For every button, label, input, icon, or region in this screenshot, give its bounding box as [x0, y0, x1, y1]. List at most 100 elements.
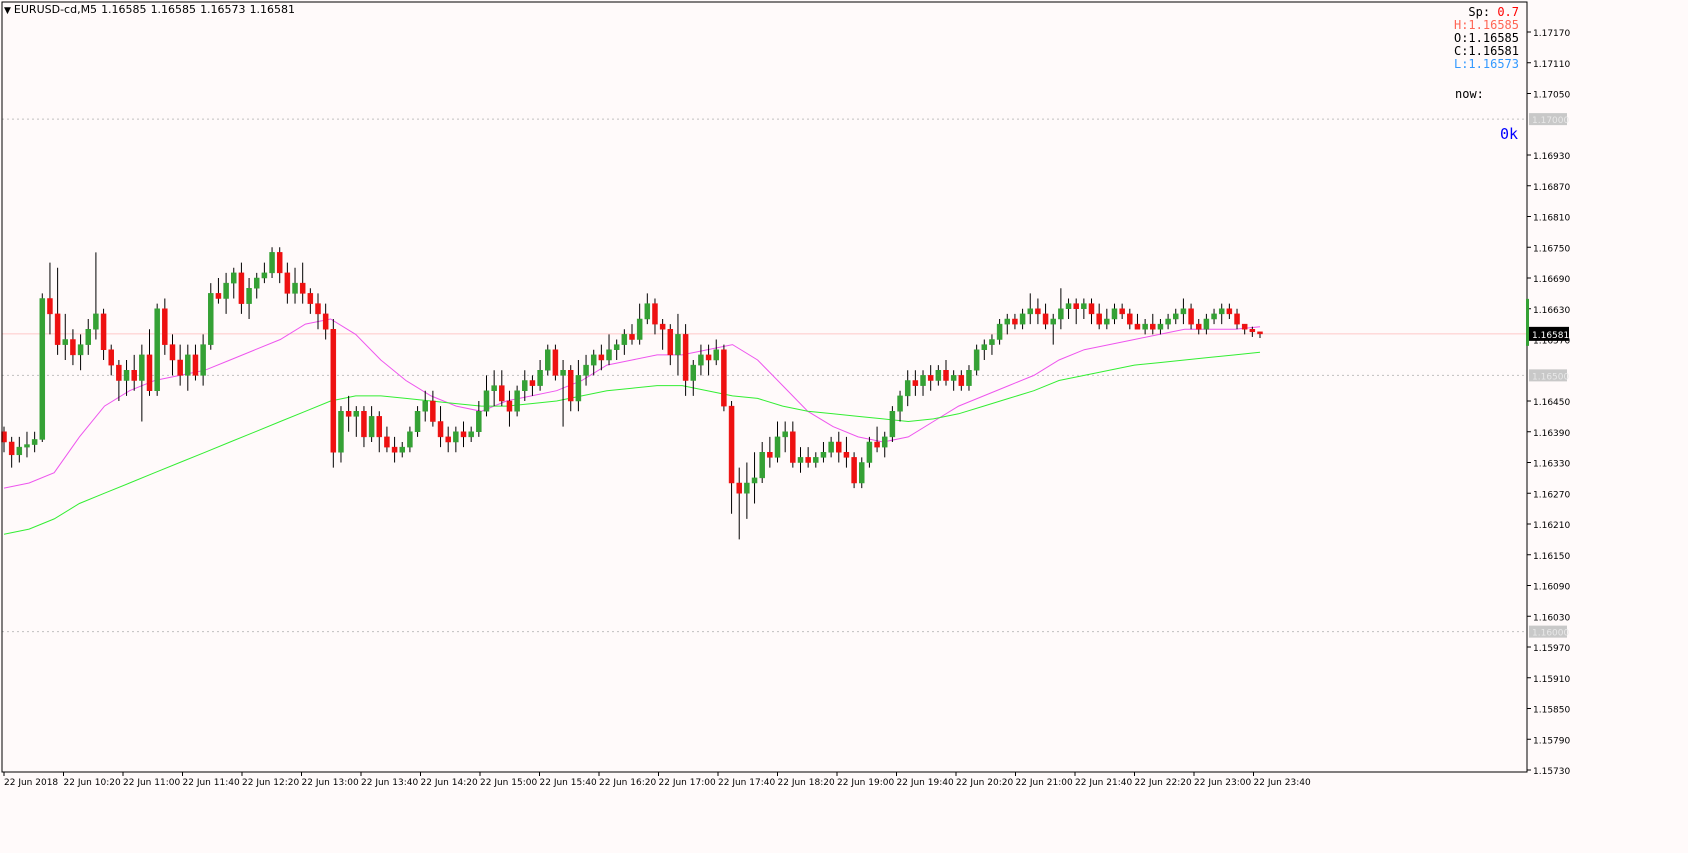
candle-body [973, 349, 980, 371]
candle [430, 390, 436, 427]
info-panel: Sp: 0.7 H:1.16585 O:1.16585 C:1.16581 L:… [1454, 6, 1519, 71]
candle [682, 324, 689, 396]
candle-body [246, 288, 252, 304]
candle-body [315, 303, 321, 315]
time-label: 22 Jun 10:20 [64, 778, 121, 788]
candle [414, 406, 421, 437]
candle-body [912, 380, 919, 386]
time-label: 22 Jun 19:40 [897, 778, 954, 788]
candle-body [1195, 323, 1202, 330]
candle-body [368, 416, 375, 438]
candle-body [215, 293, 222, 299]
time-label: 22 Jun 16:20 [599, 778, 656, 788]
price-tick-label: 1.17050 [1533, 91, 1570, 101]
candle-body [522, 380, 528, 391]
price-tick-label: 1.16630 [1533, 306, 1570, 316]
time-label: 22 Jun 17:40 [718, 778, 775, 788]
candle-body [47, 298, 53, 315]
level-label: 1.16000 [1532, 629, 1569, 639]
candle-body [560, 370, 566, 376]
spread-value: 0.7 [1497, 5, 1519, 19]
time-label: 22 Jun 15:00 [480, 778, 537, 788]
candle-body [39, 298, 46, 440]
candle [567, 365, 574, 412]
candle [1127, 308, 1133, 330]
candle [253, 272, 260, 299]
moving-average-fast [3, 318, 1261, 489]
candle [368, 406, 375, 442]
candle-body [353, 411, 360, 417]
candle-body [851, 457, 857, 484]
candle-body [154, 308, 160, 391]
candle [889, 406, 896, 442]
candle [1027, 293, 1033, 325]
candle-body [169, 344, 176, 361]
candle-body [881, 436, 888, 448]
candle [644, 293, 651, 325]
candle-body [1180, 308, 1187, 315]
candle-body [422, 400, 428, 412]
candle-body [445, 436, 451, 443]
price-tick-label: 1.16810 [1533, 214, 1570, 224]
candle-body [759, 452, 765, 479]
candle-body [989, 339, 995, 345]
candle [966, 365, 972, 391]
candle-body [399, 446, 405, 453]
price-tick-label: 1.16330 [1533, 460, 1570, 470]
candle [989, 334, 995, 355]
candle [407, 426, 413, 453]
candle [1134, 313, 1141, 330]
candle-body [376, 416, 383, 438]
chart-menu-triangle-icon[interactable]: ▼ [4, 6, 11, 16]
candle [31, 431, 38, 453]
candle-body [185, 354, 191, 376]
level-label: 1.17000 [1532, 116, 1569, 126]
candle-body [1188, 308, 1194, 325]
candle-body [62, 339, 69, 345]
candle [223, 272, 229, 314]
candle-body [192, 354, 199, 376]
spread-row: Sp: 0.7 [1454, 6, 1519, 19]
candle-body [966, 370, 972, 386]
candle-body [437, 421, 444, 438]
candle-body [1226, 308, 1233, 315]
candle [537, 360, 543, 391]
price-tick-label: 1.16750 [1533, 244, 1570, 254]
price-tick-label: 1.15910 [1533, 675, 1570, 685]
price-tick-label: 1.16150 [1533, 552, 1570, 562]
time-label: 22 Jun 19:00 [837, 778, 894, 788]
current-price-box [1529, 326, 1569, 341]
candle-body [644, 303, 651, 320]
price-tick-label: 1.15730 [1533, 767, 1570, 777]
candle [238, 262, 245, 314]
price-tick-label: 1.16270 [1533, 490, 1570, 500]
candle [8, 436, 15, 468]
candle-body [1218, 308, 1225, 315]
candle [261, 262, 268, 284]
candle-body [950, 375, 957, 381]
candle [499, 370, 505, 407]
candle-body [866, 441, 873, 463]
candle-body [920, 375, 926, 386]
candle-body [552, 349, 559, 376]
candle-body [797, 457, 804, 463]
candle [215, 278, 222, 304]
time-label: 22 Jun 15:40 [540, 778, 597, 788]
candle-body [935, 370, 942, 381]
candle [85, 319, 91, 355]
candle [621, 329, 628, 355]
candle [345, 395, 352, 432]
candle [881, 431, 888, 458]
candle [1226, 303, 1233, 319]
candle [1180, 298, 1187, 325]
candle [276, 247, 283, 284]
time-label: 22 Jun 11:40 [183, 778, 240, 788]
candle-body [307, 293, 314, 304]
candle-body [590, 354, 597, 366]
candle [606, 334, 612, 366]
open-row: O:1.16585 [1453, 31, 1519, 45]
candle-body [322, 313, 329, 330]
candle-body [613, 344, 620, 350]
candle [790, 421, 796, 468]
now-label: now: [1455, 87, 1484, 101]
